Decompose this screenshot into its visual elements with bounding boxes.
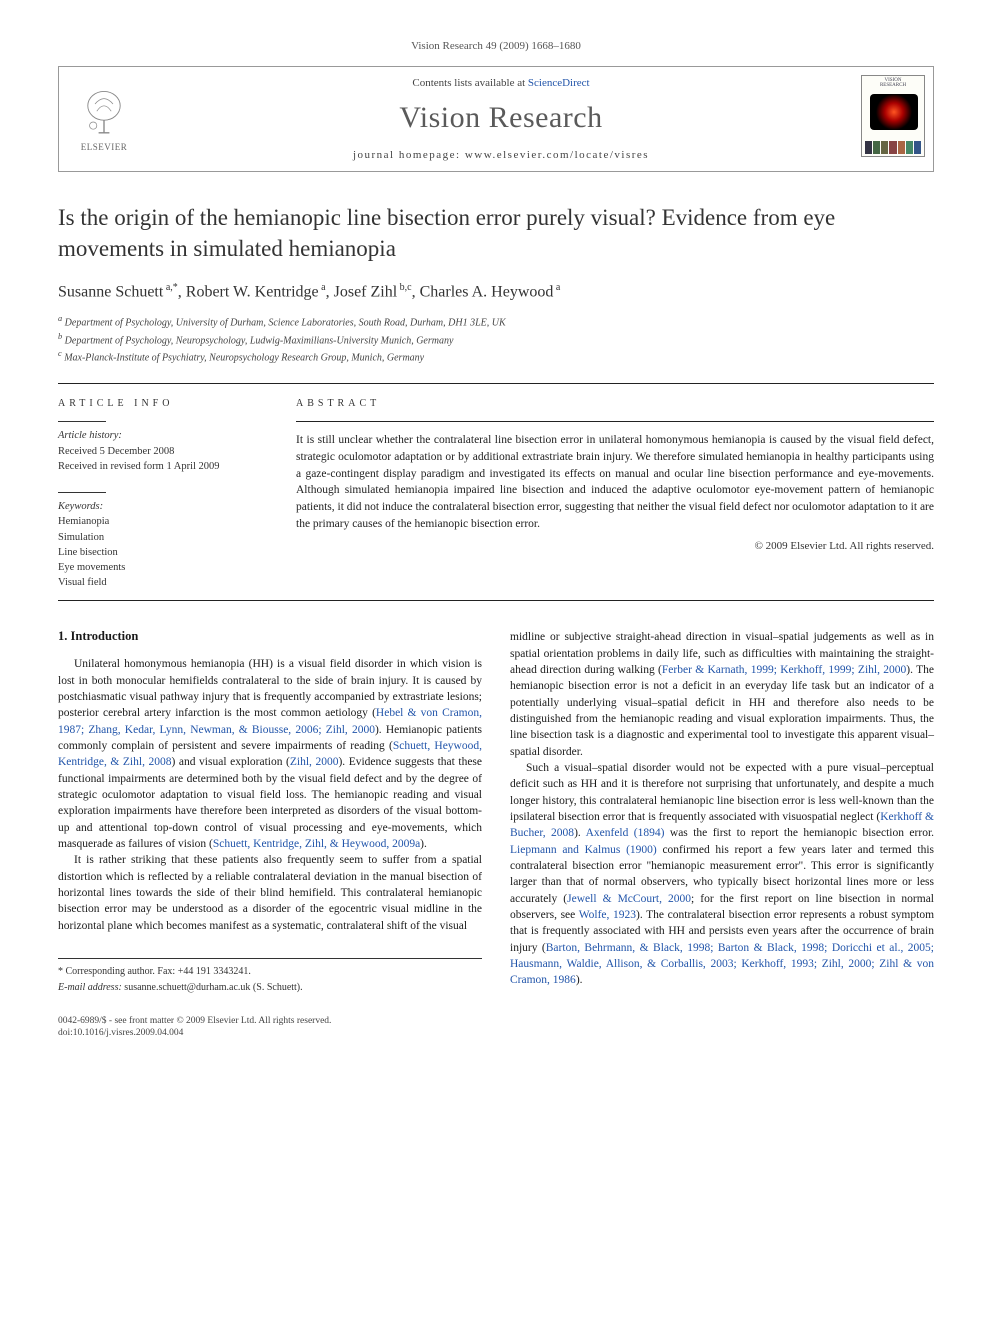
- intro-para-3: midline or subjective straight-ahead dir…: [510, 629, 934, 760]
- corresponding-author-note: * Corresponding author. Fax: +44 191 334…: [58, 965, 482, 979]
- article-title: Is the origin of the hemianopic line bis…: [58, 202, 934, 264]
- abstract-text: It is still unclear whether the contrala…: [296, 432, 934, 532]
- citation-line: Vision Research 49 (2009) 1668–1680: [58, 40, 934, 52]
- author-1-affil: a,*: [163, 282, 177, 293]
- affiliations: a Department of Psychology, University o…: [58, 313, 934, 365]
- article-info-block: ARTICLE INFO Article history: Received 5…: [58, 398, 268, 590]
- intro-heading: 1. Introduction: [58, 629, 482, 644]
- contents-available-line: Contents lists available at ScienceDirec…: [149, 77, 853, 89]
- author-2-affil: a: [319, 282, 326, 293]
- journal-cover-thumb: VISION RESEARCH: [853, 67, 933, 171]
- abstract-rule: [296, 421, 934, 422]
- keyword-4: Eye movements: [58, 560, 268, 575]
- cite-barton[interactable]: Barton, Behrmann, & Black, 1998; Barton …: [510, 942, 934, 987]
- intro-para-2: It is rather striking that these patient…: [58, 852, 482, 934]
- abstract-copyright: © 2009 Elsevier Ltd. All rights reserved…: [296, 540, 934, 552]
- affiliation-a: a Department of Psychology, University o…: [58, 313, 934, 330]
- author-2: Robert W. Kentridge: [186, 283, 319, 300]
- publisher-logo: ELSEVIER: [59, 67, 149, 171]
- keyword-2: Simulation: [58, 530, 268, 545]
- body-column-left: 1. Introduction Unilateral homonymous he…: [58, 629, 482, 997]
- rule-bottom: [58, 600, 934, 601]
- author-list: Susanne Schuett a,*, Robert W. Kentridge…: [58, 282, 934, 301]
- affiliation-c: c Max-Planck-Institute of Psychiatry, Ne…: [58, 348, 934, 365]
- keyword-5: Visual field: [58, 575, 268, 590]
- keyword-3: Line bisection: [58, 545, 268, 560]
- footer-line-2: doi:10.1016/j.visres.2009.04.004: [58, 1027, 934, 1039]
- journal-title: Vision Research: [149, 101, 853, 135]
- email-label: E-mail address:: [58, 982, 122, 993]
- cite-ferber[interactable]: Ferber & Karnath, 1999; Kerkhoff, 1999; …: [662, 664, 906, 676]
- cite-kerkhoff-bucher[interactable]: Kerkhoff & Bucher, 2008: [510, 811, 934, 839]
- abstract-block: ABSTRACT It is still unclear whether the…: [296, 398, 934, 590]
- cite-schuett-2008[interactable]: Schuett, Heywood, Kentridge, & Zihl, 200…: [58, 740, 482, 768]
- journal-banner: ELSEVIER Contents lists available at Sci…: [58, 66, 934, 172]
- article-info-label: ARTICLE INFO: [58, 398, 268, 409]
- elsevier-tree-icon: [77, 86, 131, 140]
- footer-meta: 0042-6989/$ - see front matter © 2009 El…: [58, 1015, 934, 1040]
- contents-prefix: Contents lists available at: [412, 77, 527, 89]
- homepage-line: journal homepage: www.elsevier.com/locat…: [149, 149, 853, 161]
- abstract-label: ABSTRACT: [296, 398, 934, 409]
- author-1: Susanne Schuett: [58, 283, 163, 300]
- body-column-right: midline or subjective straight-ahead dir…: [510, 629, 934, 997]
- intro-para-4: Such a visual–spatial disorder would not…: [510, 760, 934, 989]
- affiliation-b: b Department of Psychology, Neuropsychol…: [58, 331, 934, 348]
- footnotes: * Corresponding author. Fax: +44 191 334…: [58, 958, 482, 995]
- intro-para-1: Unilateral homonymous hemianopia (HH) is…: [58, 656, 482, 852]
- history-heading: Article history:: [58, 428, 268, 443]
- sciencedirect-link[interactable]: ScienceDirect: [528, 77, 590, 89]
- info-rule-1: [58, 421, 106, 422]
- info-rule-2: [58, 492, 106, 493]
- email-suffix: (S. Schuett).: [253, 982, 303, 993]
- keyword-1: Hemianopia: [58, 514, 268, 529]
- cite-jewell[interactable]: Jewell & McCourt, 2000: [567, 893, 691, 905]
- history-received: Received 5 December 2008: [58, 444, 268, 459]
- keywords-heading: Keywords:: [58, 499, 268, 514]
- cite-schuett-2009a[interactable]: Schuett, Kentridge, Zihl, & Heywood, 200…: [213, 838, 420, 850]
- cite-zihl-2000a[interactable]: Zihl, 2000: [290, 756, 339, 768]
- author-4-affil: a: [553, 282, 560, 293]
- author-3-affil: b,c: [397, 282, 411, 293]
- cite-hebel[interactable]: Hebel & von Cramon, 1987; Zhang, Kedar, …: [58, 707, 482, 735]
- email-address[interactable]: susanne.schuett@durham.ac.uk: [124, 982, 250, 993]
- publisher-name: ELSEVIER: [81, 142, 128, 152]
- author-4: Charles A. Heywood: [420, 283, 554, 300]
- cover-label-2: RESEARCH: [880, 83, 906, 88]
- homepage-prefix: journal homepage:: [353, 149, 465, 161]
- footer-line-1: 0042-6989/$ - see front matter © 2009 El…: [58, 1015, 934, 1027]
- cite-axenfeld[interactable]: Axenfeld (1894): [586, 827, 665, 839]
- cite-wolfe[interactable]: Wolfe, 1923: [579, 909, 636, 921]
- homepage-url[interactable]: www.elsevier.com/locate/visres: [465, 149, 649, 161]
- cite-liepmann[interactable]: Liepmann and Kalmus (1900): [510, 844, 657, 856]
- history-revised: Received in revised form 1 April 2009: [58, 459, 268, 474]
- author-3: Josef Zihl: [334, 283, 398, 300]
